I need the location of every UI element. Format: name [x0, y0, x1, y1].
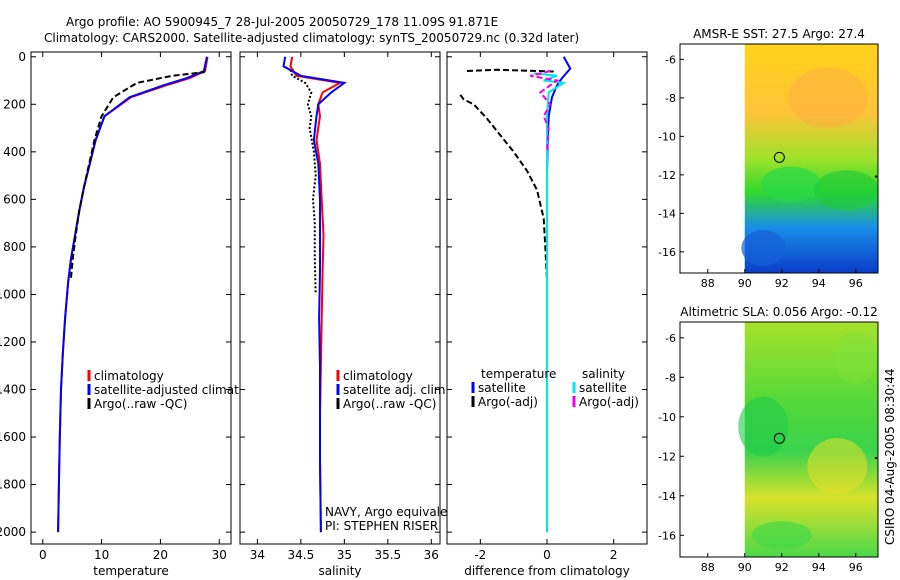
map-frame [679, 321, 879, 558]
map-title: Altimetric SLA: 0.056 Argo: -0.12 [680, 305, 877, 319]
annotation-line: PI: STEPHEN RISER [325, 519, 438, 533]
x-tick-label: 34.5 [288, 548, 315, 562]
x-tick-label: 90 [738, 561, 752, 574]
legend-entry: satellite adj. clim. [343, 383, 449, 397]
y-tick-label: -12 [658, 169, 676, 182]
x-tick-label: 94 [812, 561, 826, 574]
y-tick-label: -8 [665, 92, 676, 105]
series-argo [289, 69, 317, 295]
temperature-panel: 0 10 20 30 temperature 0 200 400 600 800 1000 1200 1… [0, 50, 257, 578]
x-tick-label: 90 [738, 277, 752, 290]
x-tick-label: 94 [812, 277, 826, 290]
x-tick-label: 36 [424, 548, 439, 562]
map-patch [738, 396, 789, 457]
float-marker [773, 432, 785, 444]
x-tick-label: 88 [701, 561, 715, 574]
legend-entry: Argo(..raw -QC) [94, 397, 187, 411]
difference-panel: -2 0 2 difference from climatology temperatu… [446, 51, 648, 578]
series-salinity-satellite [533, 72, 567, 533]
x-tick-label: 88 [701, 277, 715, 290]
x-tick-label: 35 [337, 548, 352, 562]
series-temperature-argo-adj- [459, 94, 548, 281]
y-tick-label: -14 [658, 207, 676, 220]
x-tick-label: 0 [543, 548, 551, 562]
y-tick-label: 0 [18, 50, 26, 64]
y-tick-label: 600 [3, 192, 26, 206]
x-axis-label: salinity [318, 564, 361, 578]
x-tick-label: 0 [39, 548, 47, 562]
x-tick-label: 96 [849, 277, 863, 290]
map-patch [761, 166, 822, 203]
y-tick-label: 200 [3, 97, 26, 111]
x-axis-label: difference from climatology [464, 564, 630, 578]
series-temperature-argo-top [466, 68, 554, 73]
x-tick-label: 10 [94, 548, 109, 562]
y-tick-label: 2000 [0, 525, 26, 539]
legend-entry: climatology [343, 369, 413, 383]
y-tick-label: 1200 [0, 335, 26, 349]
x-tick-label: 96 [849, 561, 863, 574]
map-patch [788, 67, 869, 128]
y-tick-label: -10 [658, 130, 676, 143]
map-patch [807, 438, 868, 495]
legend-entry: satellite [478, 381, 526, 395]
float-marker [773, 151, 785, 163]
y-tick-label: -6 [665, 53, 676, 66]
map-patch [833, 331, 878, 384]
edge-dot [874, 175, 878, 178]
series-argo [70, 69, 206, 278]
legend-entry: salinity [582, 367, 625, 381]
x-tick-label: 35.5 [374, 548, 401, 562]
map-patch [741, 229, 786, 266]
y-tick-label: 1400 [0, 383, 26, 397]
sla-map-panel: 88 90 92 94 96 -6 -8 -10 -12 -14 -16 Altimetric SLA… [658, 305, 879, 574]
x-tick-label: -2 [474, 548, 486, 562]
y-tick-label: -6 [665, 332, 676, 345]
y-tick-label: -16 [658, 529, 676, 542]
map-patch [751, 521, 812, 550]
legend-entry: satellite [579, 381, 627, 395]
axes-frame [239, 51, 441, 545]
legend-entry: climatology [94, 369, 164, 383]
y-tick-label: -10 [658, 411, 676, 424]
y-tick-label: 400 [3, 145, 26, 159]
x-tick-label: 92 [775, 561, 789, 574]
x-tick-label: 2 [610, 548, 618, 562]
series-salinity-argo-adj- [530, 70, 560, 152]
map-title: AMSR-E SST: 27.5 Argo: 27.4 [693, 27, 865, 41]
legend-entry: Argo(-adj) [478, 395, 538, 409]
annotation-line: NAVY, Argo equivalent [325, 505, 460, 519]
y-tick-label: 1800 [0, 478, 26, 492]
axes-frame [30, 51, 232, 545]
x-tick-label: 92 [775, 277, 789, 290]
y-tick-label: -12 [658, 450, 676, 463]
y-tick-label: -14 [658, 490, 676, 503]
y-tick-label: 1600 [0, 430, 26, 444]
x-tick-label: 20 [153, 548, 168, 562]
y-tick-label: 800 [3, 240, 26, 254]
map-frame [679, 43, 879, 274]
header-line-2: Climatology: CARS2000. Satellite-adjuste… [44, 31, 579, 45]
x-tick-label: 30 [212, 548, 227, 562]
y-tick-label: -16 [658, 246, 676, 259]
map-patch [814, 170, 879, 211]
x-tick-label: 34 [250, 548, 265, 562]
sst-map-panel: 88 90 92 94 96 -6 -8 -10 -12 -14 -16 AMSR-E SST: 27… [658, 27, 879, 290]
legend-entry: Argo(-adj) [579, 395, 639, 409]
legend-entry: Argo(..raw -QC) [343, 397, 436, 411]
y-tick-label: -8 [665, 371, 676, 384]
side-stamp: CSIRO 04-Aug-2005 08:30:44 [883, 369, 897, 545]
y-tick-label: 1000 [0, 287, 26, 301]
edge-dot [874, 456, 878, 460]
x-axis-label: temperature [93, 564, 168, 578]
legend-entry: satellite-adjusted climatolo [94, 383, 257, 397]
salinity-panel: 34 34.5 35 35.5 36 salinity climatologysatelli… [239, 51, 460, 578]
legend-entry: temperature [481, 367, 556, 381]
header-line-1: Argo profile: AO 5900945_7 28-Jul-2005 2… [66, 15, 498, 29]
series-satellite [282, 56, 347, 533]
